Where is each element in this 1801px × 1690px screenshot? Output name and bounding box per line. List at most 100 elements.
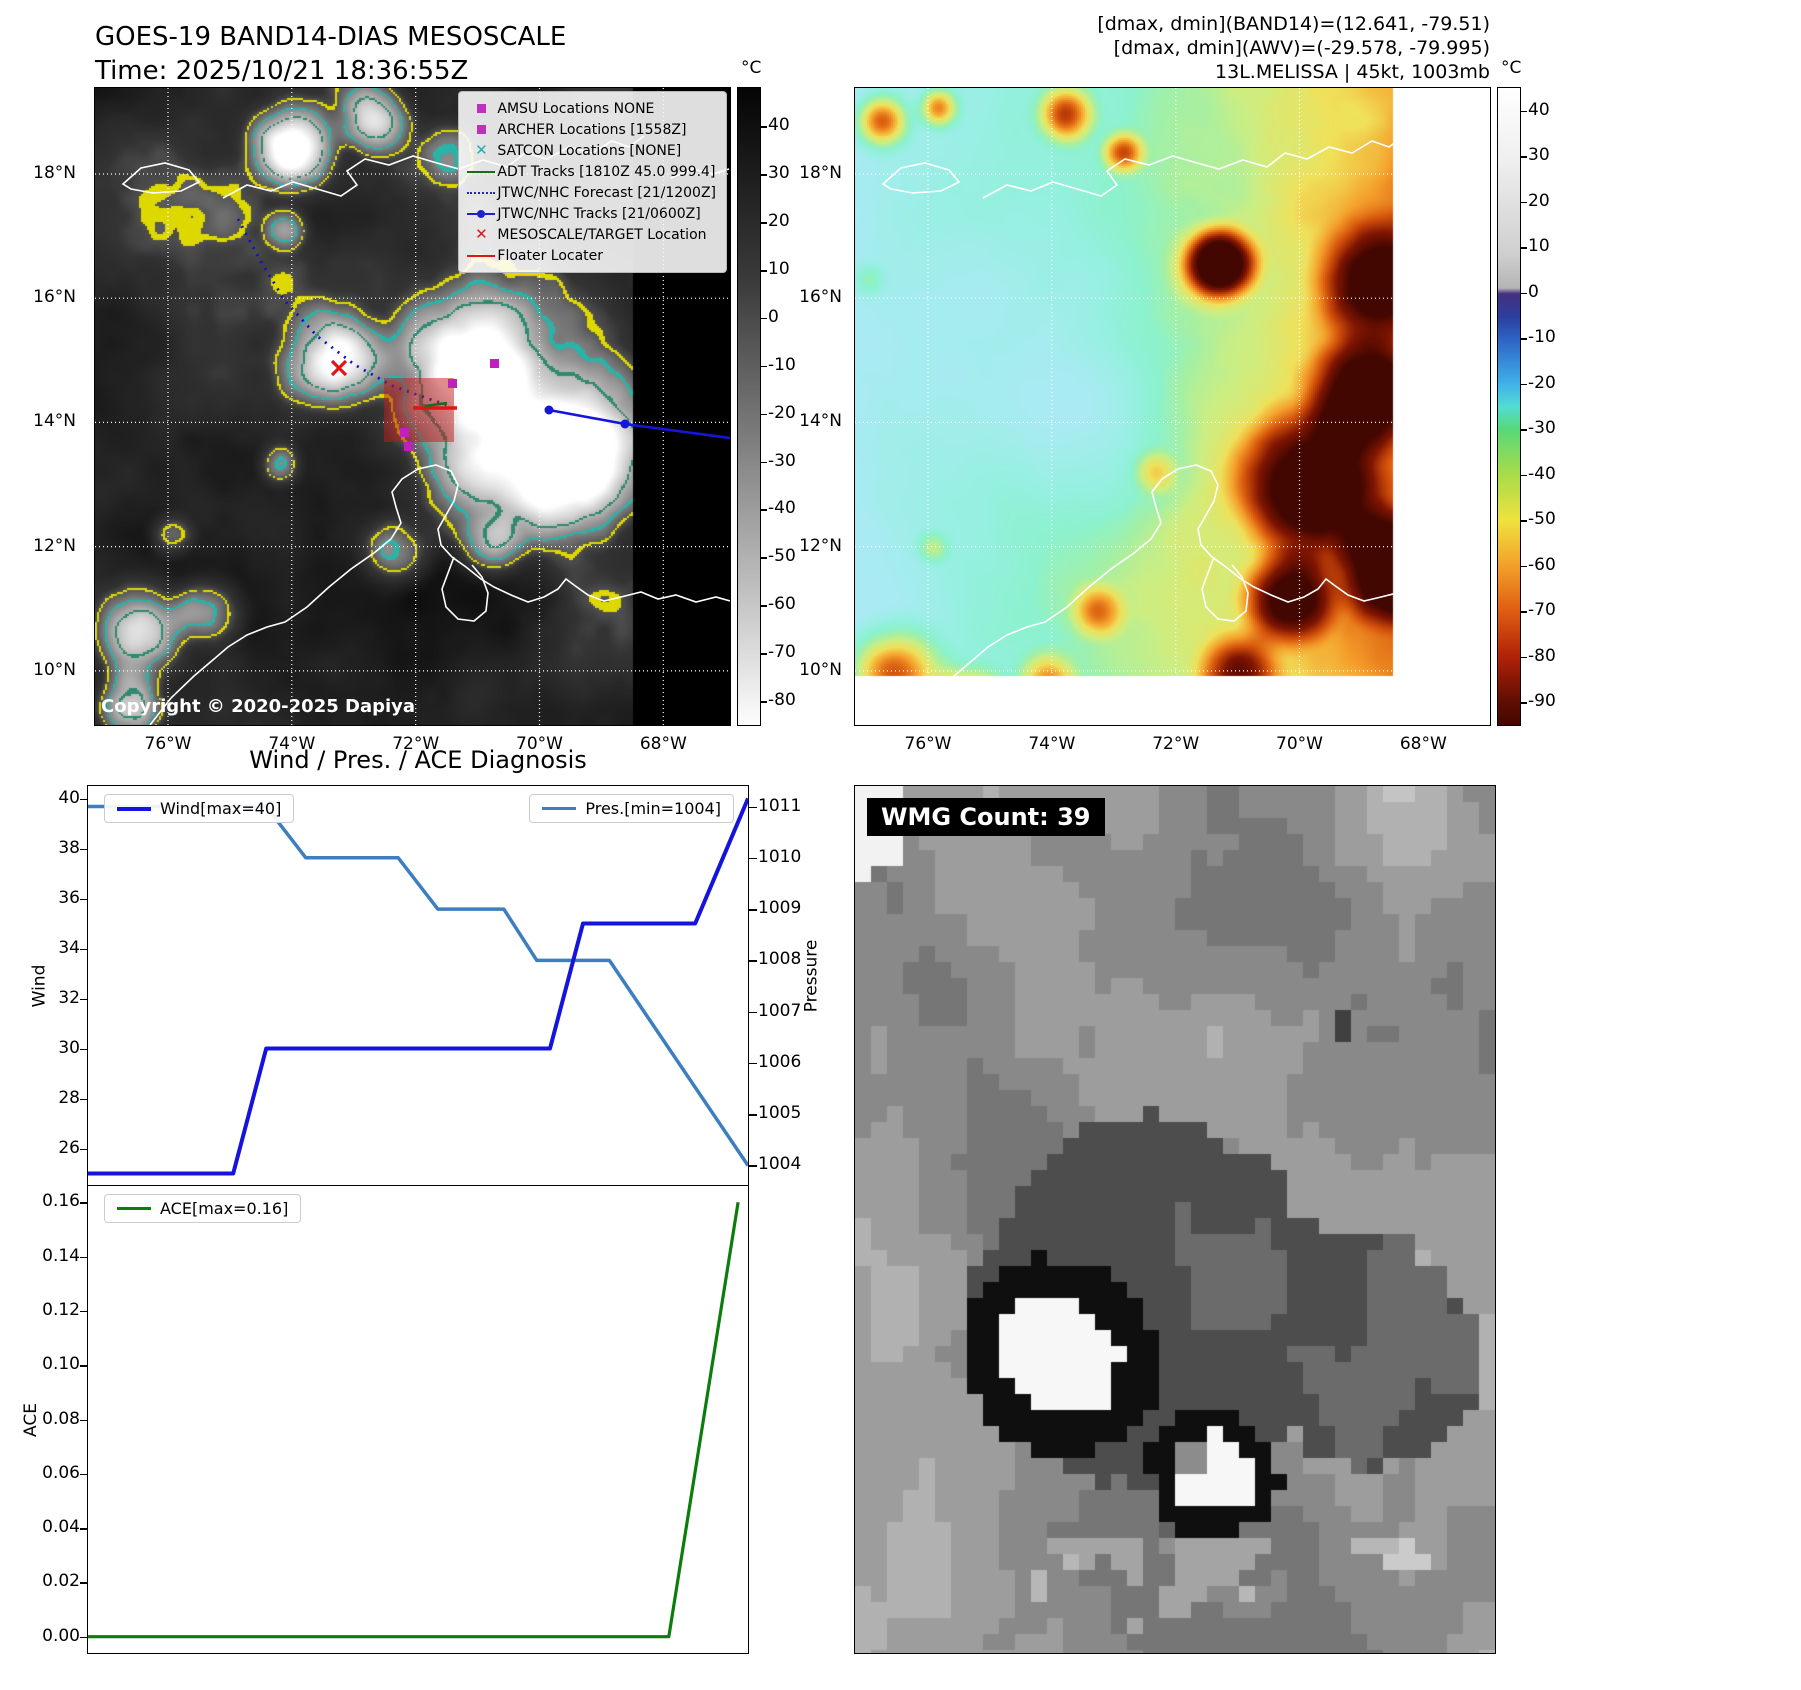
wind-legend-label: Wind[max=40] (160, 799, 282, 818)
tick-mark (80, 948, 88, 950)
colorbar-tick-label: 10 (768, 259, 790, 279)
square-marker-icon (465, 122, 497, 138)
wind-tick-label: 40 (58, 787, 80, 808)
colorbar-tick-label: -50 (768, 546, 796, 567)
colorbar-tick-label: -70 (1528, 600, 1556, 621)
legend-item: JTWC/NHC Forecast [21/1200Z] (465, 182, 716, 203)
colorbar-tick-label: -10 (768, 354, 796, 375)
ir-satellite-map: AMSU Locations NONE ARCHER Locations [155… (94, 87, 731, 726)
colorbar-tick-label: 10 (1528, 236, 1550, 257)
colorbar-tick-label: -20 (768, 402, 796, 423)
lat-tick-label: 10°N (799, 659, 842, 680)
tick-mark (761, 126, 767, 128)
tick-mark (1521, 565, 1527, 568)
tick-mark (80, 1202, 88, 1204)
lat-tick-label: 14°N (33, 411, 76, 432)
tick-mark (1521, 110, 1527, 113)
colorbar-tick-label: -30 (768, 450, 796, 471)
tick-mark (749, 1062, 757, 1065)
ace-tick-label: 0.14 (42, 1245, 80, 1266)
tick-mark (1521, 156, 1527, 158)
lon-tick-label: 68°W (639, 734, 687, 754)
legend-item: Floater Locater (465, 245, 716, 266)
tick-mark (1521, 383, 1527, 386)
wind-tick-label: 26 (58, 1137, 80, 1158)
tick-mark (80, 1636, 88, 1639)
lat-tick-label: 10°N (33, 659, 76, 680)
coastline (881, 162, 961, 194)
pressure-line-sample (542, 807, 577, 810)
colorbar-tick-label: 30 (1528, 145, 1550, 166)
colorbar-tick-label: -60 (1528, 554, 1556, 575)
wind-tick-label: 34 (58, 937, 80, 958)
lat-tick-label: 12°N (799, 535, 842, 556)
ace-tick-label: 0.08 (42, 1408, 80, 1429)
archer-location-marker (404, 442, 413, 451)
tick-mark (761, 413, 767, 416)
tick-mark (1521, 520, 1527, 522)
tick-mark (80, 1582, 88, 1584)
legend-item-label: SATCON Locations [NONE] (497, 142, 682, 159)
tick-mark (749, 1114, 757, 1116)
archer-location-marker (400, 428, 409, 437)
tick-mark (749, 960, 757, 962)
tick-mark (761, 701, 767, 703)
wmg-count-label: WMG Count: 39 (867, 798, 1105, 836)
lon-tick-label: 76°W (144, 734, 192, 754)
legend-item-label: AMSU Locations NONE (497, 100, 655, 117)
colorbar-tick-label: -80 (768, 690, 796, 711)
lat-tick-label: 16°N (33, 287, 76, 308)
line-marker-icon (465, 164, 497, 180)
square-marker-icon (465, 101, 497, 117)
colorbar-tick-label: -40 (768, 498, 796, 519)
legend-item: ADT Tracks [1810Z 45.0 999.4] (465, 161, 716, 182)
archer-location-marker (448, 379, 457, 388)
ace-tick-label: 0.00 (42, 1625, 80, 1646)
diagnosis-title: Wind / Pres. / ACE Diagnosis (249, 746, 587, 774)
pressure-legend-label: Pres.[min=1004] (585, 799, 721, 818)
map-title-line1: GOES-19 BAND14-DIAS MESOSCALE (95, 22, 567, 52)
tick-mark (80, 1365, 88, 1367)
tick-mark (749, 857, 757, 860)
colorbar-tick-label: -90 (1528, 691, 1556, 712)
tick-mark (749, 1165, 757, 1167)
colorbar-tick-label: -10 (1528, 327, 1556, 348)
coastline (1430, 168, 1490, 179)
tick-mark (80, 798, 88, 800)
lon-tick-label: 74°W (268, 734, 316, 754)
wind-tick-label: 32 (58, 987, 80, 1008)
tick-mark (761, 174, 767, 176)
copyright-text: Copyright © 2020-2025 Dapiya (101, 696, 416, 717)
ir-colorbar (737, 87, 761, 726)
tick-mark (761, 317, 767, 320)
legend-item-label: JTWC/NHC Forecast [21/1200Z] (497, 184, 716, 201)
tick-mark (1521, 611, 1527, 613)
pressure-legend: Pres.[min=1004] (529, 794, 734, 823)
lat-tick-label: 16°N (799, 287, 842, 308)
jtwc-track-point (620, 419, 630, 429)
tick-mark (1521, 201, 1527, 204)
tick-mark (749, 806, 757, 808)
wind-pressure-chart: Wind[max=40] Pres.[min=1004] (87, 785, 749, 1187)
colorbar-tick-label: -60 (768, 594, 796, 615)
lon-tick-label: 68°W (1399, 734, 1447, 754)
wind-tick-label: 28 (58, 1087, 80, 1108)
left-map-title: GOES-19 BAND14-DIAS MESOSCALE Time: 2025… (95, 20, 566, 88)
ace-chart: ACE[max=0.16] (87, 1185, 749, 1654)
map-legend: AMSU Locations NONE ARCHER Locations [155… (458, 91, 727, 273)
wind-tick-label: 36 (58, 887, 80, 908)
colorbar-tick-label: -30 (1528, 418, 1556, 439)
wmg-pixel-image (855, 786, 1495, 1653)
series-line (88, 804, 748, 1167)
colorbar-tick-label: 20 (768, 211, 790, 232)
awv-colorbar (1497, 87, 1521, 726)
coastline (149, 464, 730, 725)
tick-mark (761, 509, 767, 511)
tick-mark (80, 1048, 88, 1050)
ace-legend: ACE[max=0.16] (104, 1194, 302, 1223)
ace-tick-label: 0.04 (42, 1517, 80, 1538)
lat-tick-label: 18°N (33, 162, 76, 183)
lon-tick-label: 74°W (1028, 734, 1076, 754)
tick-mark (1521, 429, 1527, 431)
colorbar-tick-label: 0 (1528, 281, 1539, 302)
